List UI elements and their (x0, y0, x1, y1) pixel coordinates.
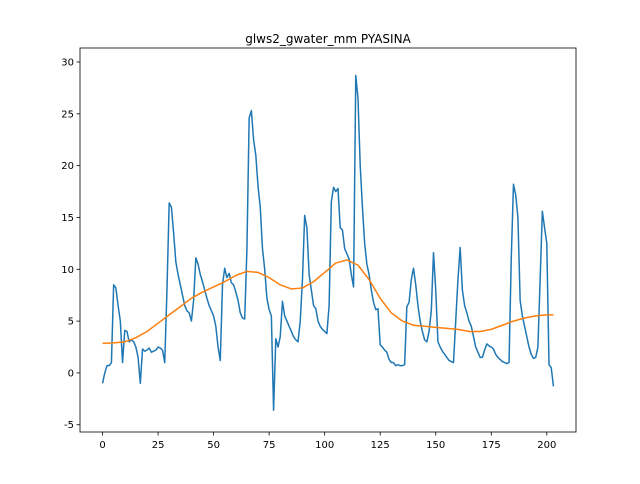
x-tick-label: 100 (315, 440, 334, 451)
y-tick-label: 30 (61, 57, 74, 68)
line-series (101, 74, 555, 411)
y-tick-label: 10 (61, 265, 74, 276)
line-series (102, 259, 554, 345)
y-tick-label: 0 (68, 368, 74, 379)
y-tick-label: 20 (61, 161, 74, 172)
x-tick-label: 75 (263, 440, 276, 451)
chart-title: glws2_gwater_mm PYASINA (245, 32, 411, 46)
y-tick-label: 15 (61, 213, 74, 224)
x-tick-label: 125 (371, 440, 390, 451)
x-tick-label: 25 (152, 440, 165, 451)
x-tick-label: 150 (426, 440, 445, 451)
y-tick-label: 25 (61, 109, 74, 120)
x-tick-label: 0 (99, 440, 105, 451)
y-tick-label: 5 (68, 317, 74, 328)
x-tick-label: 175 (482, 440, 501, 451)
x-tick-label: 200 (537, 440, 556, 451)
plot-frame (79, 47, 577, 433)
x-tick-label: 50 (207, 440, 220, 451)
y-tick-label: -5 (64, 420, 74, 431)
